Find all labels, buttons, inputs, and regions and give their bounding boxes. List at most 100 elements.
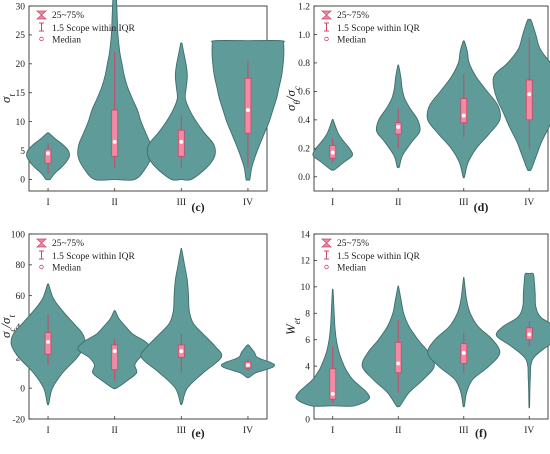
iqr-box-IV [244, 77, 252, 134]
iqr-box-I [44, 148, 52, 164]
legend-whisker-label: 1.5 Scope within IQR [337, 24, 421, 34]
y-tick-label: 80 [16, 261, 26, 271]
x-tick-label: III [177, 426, 187, 436]
legend-whisker-label: 1.5 Scope within IQR [337, 252, 421, 262]
median-point-I [45, 151, 51, 156]
legend-whisker-label: 1.5 Scope within IQR [52, 252, 136, 262]
median-point-I [330, 391, 335, 396]
y-axis-label: σθ/σc [283, 86, 302, 111]
legend: 25~75% 1.5 Scope within IQR Median [320, 10, 421, 46]
y-tick-label: 0.6 [298, 88, 310, 98]
median-point-IV [245, 362, 251, 368]
y-tick-label: 0.2 [298, 145, 310, 155]
y-tick-label: -20 [12, 415, 25, 425]
legend-median-label: Median [52, 36, 81, 46]
legend-iqr-label: 25~75% [52, 11, 84, 21]
x-tick-label: III [459, 198, 469, 208]
median-point-II [112, 349, 117, 354]
legend-iqr-icon [35, 238, 48, 248]
legend-iqr-icon [320, 10, 333, 20]
y-tick-label: 0.0 [298, 173, 310, 183]
median-point-III [179, 349, 184, 354]
legend-median-label: Median [337, 36, 366, 46]
y-tick-label: 100 [11, 230, 26, 240]
panel-c: 051015202530σtIIIIIIIV(c)25~75%1.5 Scope… [0, 0, 285, 214]
median-point-IV [245, 108, 251, 113]
median-point-I [45, 339, 51, 344]
y-tick-label: 10 [301, 283, 311, 293]
median-point-IV [527, 332, 532, 337]
legend-iqr-icon [35, 10, 48, 20]
panel-label: (e) [191, 426, 204, 440]
legend-median-icon [39, 36, 44, 42]
violin-IV [495, 272, 550, 409]
iqr-box-II [111, 109, 119, 157]
y-tick-label: 10 [16, 118, 26, 128]
y-tick-label: 5 [20, 147, 25, 157]
y-tick-label: 15 [16, 89, 26, 99]
x-tick-label: I [46, 198, 49, 208]
median-point-IV [527, 92, 532, 97]
y-axis-label: Wet [283, 317, 302, 335]
x-tick-label: IV [524, 426, 534, 436]
median-point-II [396, 361, 401, 366]
iqr-box-II [394, 341, 402, 374]
y-tick-label: 12 [301, 257, 311, 267]
y-tick-label: 0 [20, 384, 25, 394]
x-tick-label: I [331, 198, 334, 208]
legend: 25~75% 1.5 Scope within IQR Median [35, 10, 136, 46]
legend-iqr-label: 25~75% [52, 239, 84, 249]
panel-e: -20020406080100σc/σtIIIIIIIV(e)25~75%1.5… [0, 230, 276, 440]
x-tick-label: IV [243, 426, 253, 436]
panel-d: 0.00.20.40.60.81.01.2σθ/σcI II III IV(d)25~… [283, 2, 550, 214]
legend-iqr-label: 25~75% [337, 239, 369, 249]
legend-iqr-icon [320, 238, 333, 248]
y-axis-label: σt [0, 94, 17, 103]
y-tick-label: 0.4 [298, 116, 310, 126]
y-tick-label: 0.8 [298, 59, 310, 69]
violin-III [146, 42, 216, 181]
x-tick-label: I [331, 426, 334, 436]
y-tick-label: 0 [305, 415, 310, 425]
median-point-III [461, 350, 466, 355]
iqr-box-II [111, 344, 119, 371]
legend-whisker-label: 1.5 Scope within IQR [52, 24, 136, 34]
panel-label: (d) [474, 200, 489, 214]
x-tick-label: IV [524, 198, 534, 208]
x-tick-label: IV [243, 198, 253, 208]
legend: 25~75% 1.5 Scope within IQR Median [320, 238, 421, 274]
median-point-I [330, 150, 335, 155]
median-point-II [396, 124, 401, 130]
y-tick-label: 8 [305, 310, 310, 320]
x-tick-label: III [459, 426, 469, 436]
x-tick-label: II [112, 426, 118, 436]
y-tick-label: 25 [16, 31, 26, 41]
median-point-III [461, 113, 466, 118]
legend-median-icon [324, 264, 329, 270]
violin-IV [492, 18, 550, 172]
median-point-III [179, 139, 184, 144]
x-tick-label: II [395, 198, 401, 208]
x-tick-label: III [177, 198, 187, 208]
panel-label: (f) [475, 426, 487, 440]
y-tick-label: 1.0 [298, 31, 310, 41]
y-tick-label: 0 [20, 176, 25, 186]
y-tick-label: 6 [305, 336, 310, 346]
iqr-box-III [460, 98, 468, 124]
y-tick-label: 20 [16, 60, 26, 70]
x-tick-label: I [46, 426, 49, 436]
y-tick-label: 14 [301, 230, 311, 240]
iqr-box-IV [525, 79, 533, 121]
legend-median-label: Median [337, 264, 366, 274]
y-tick-label: 1.2 [298, 2, 310, 12]
y-tick-label: 60 [16, 292, 26, 302]
legend-median-icon [39, 264, 44, 270]
legend: 25~75% 1.5 Scope within IQR Median [35, 238, 136, 274]
iqr-box-I [329, 368, 337, 400]
legend-median-label: Median [52, 264, 81, 274]
panel-f: 02468101214WetIIIIIIIV(f)25~75%1.5 Scope… [283, 230, 550, 440]
x-tick-label: II [112, 198, 118, 208]
x-tick-label: II [395, 426, 401, 436]
y-tick-label: 30 [16, 2, 26, 12]
